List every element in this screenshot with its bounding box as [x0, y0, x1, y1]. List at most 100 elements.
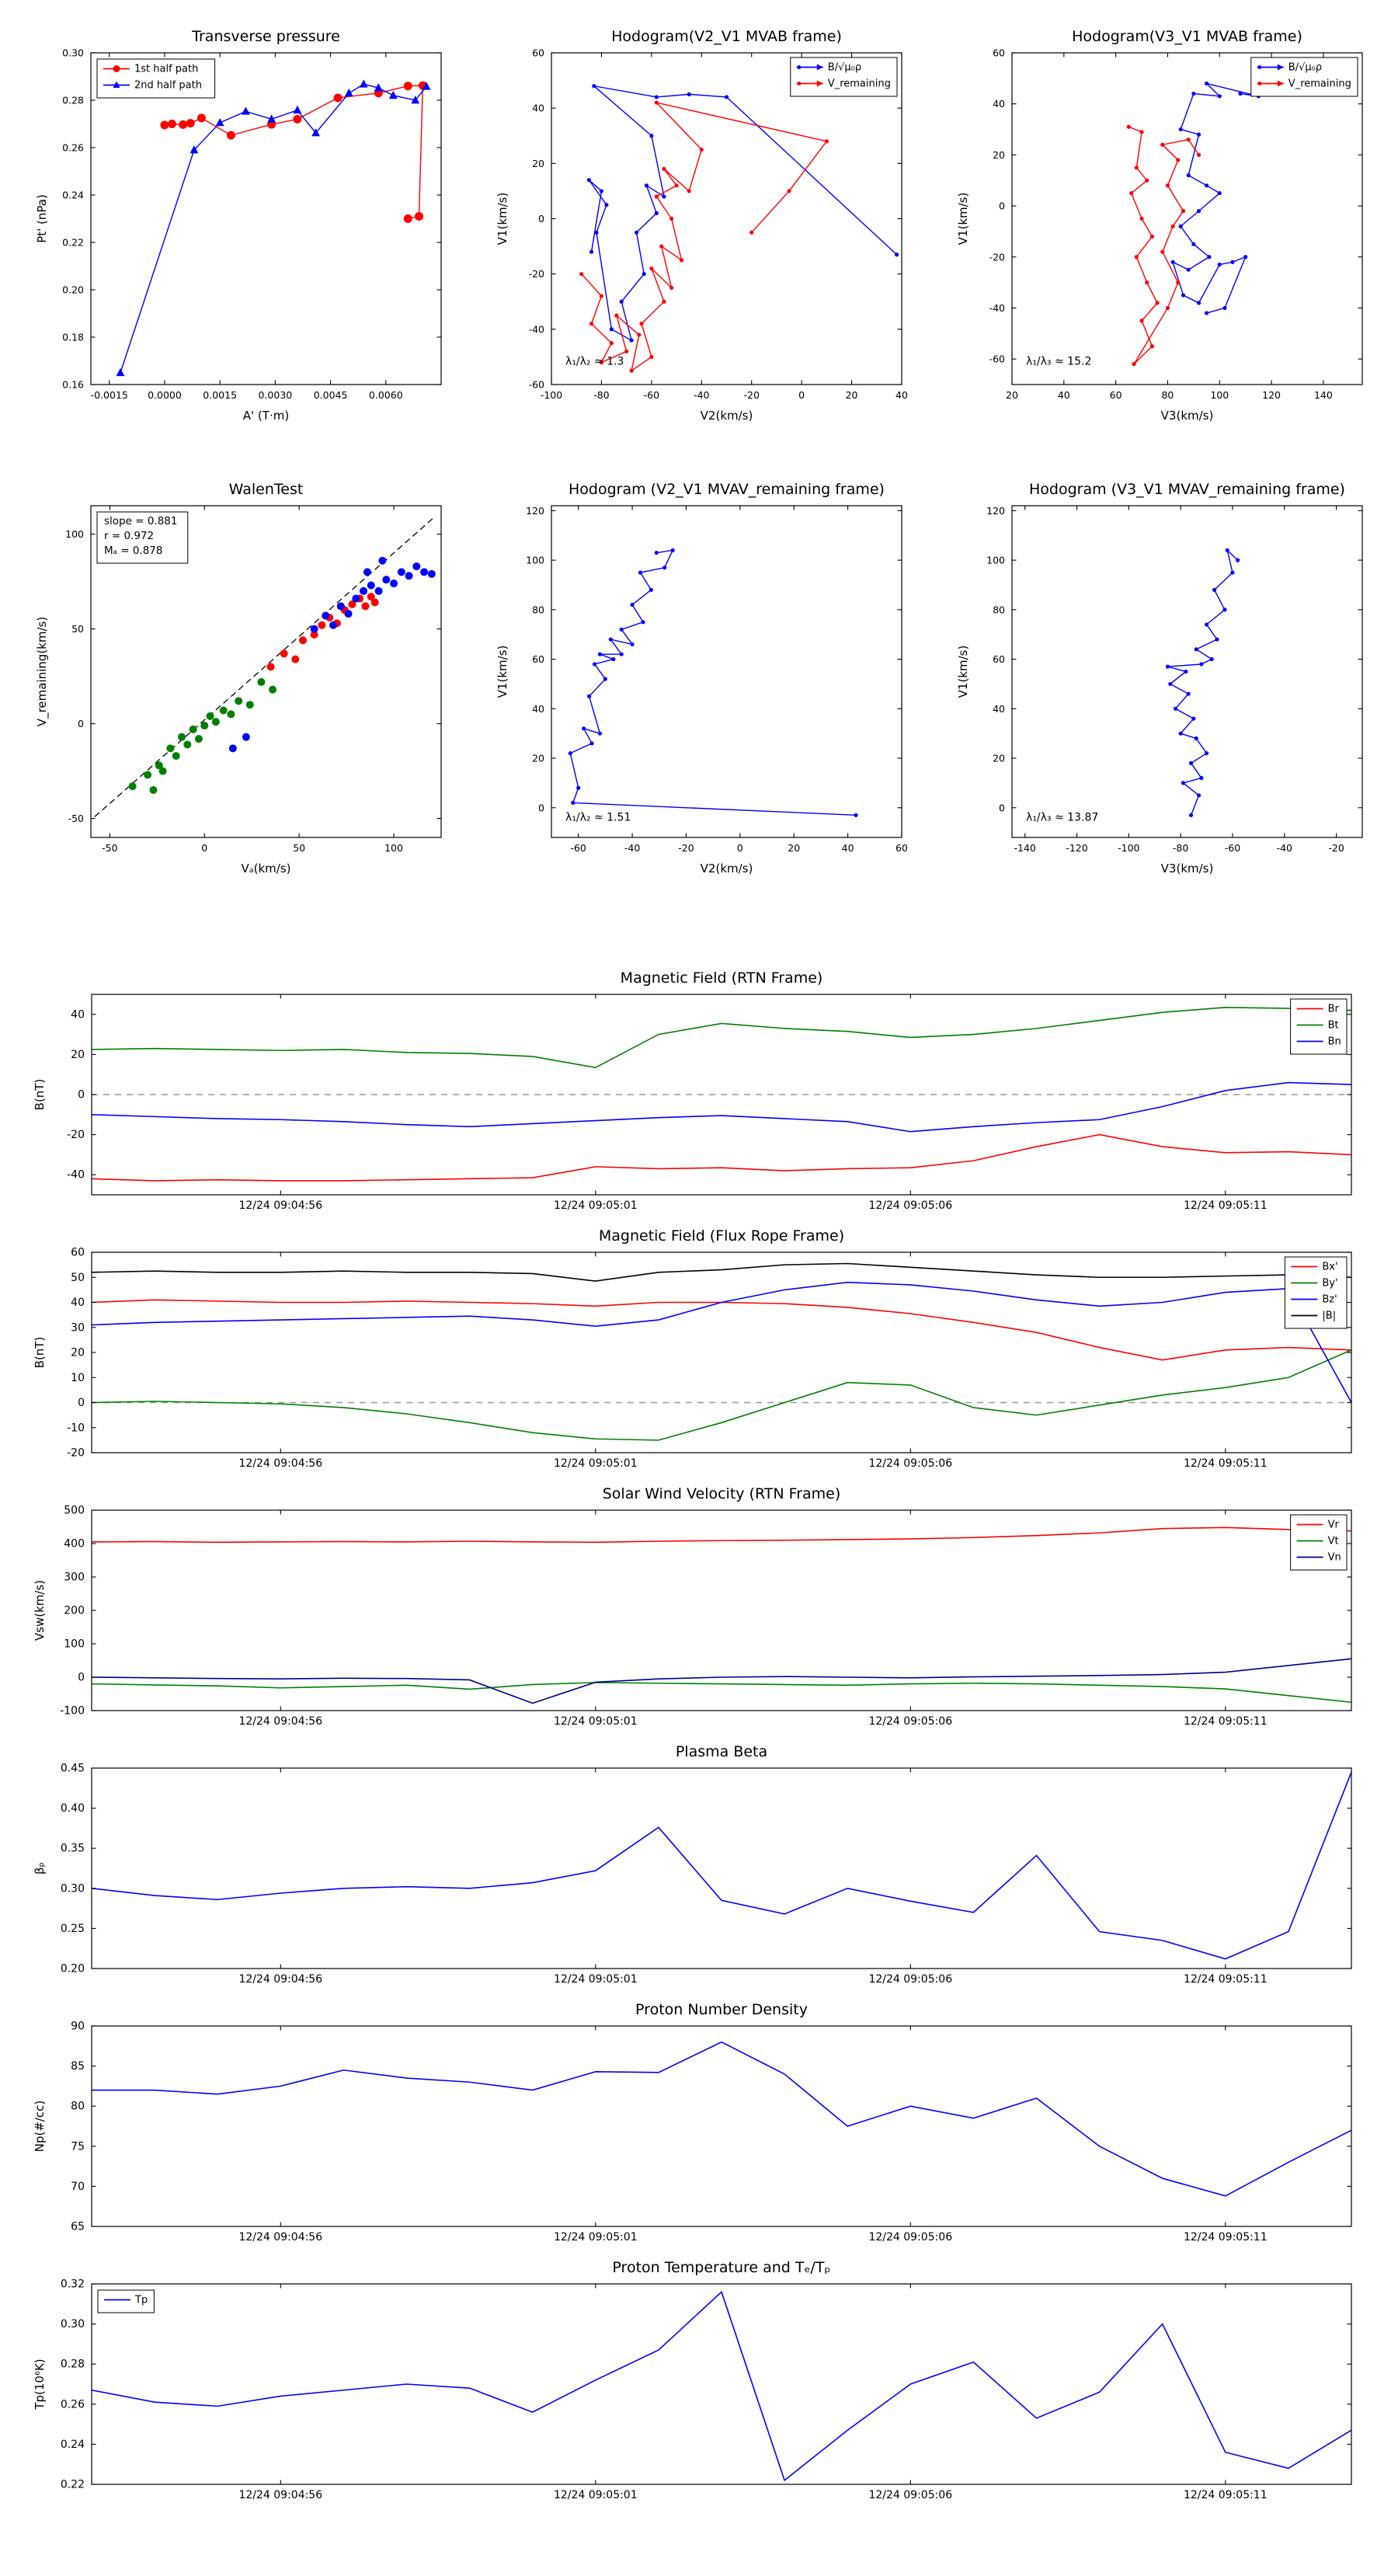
y-tick-label: 40 — [71, 1297, 85, 1309]
y-tick-label: 0 — [999, 802, 1005, 813]
x-tick-label: -20 — [678, 842, 694, 854]
y-tick-label: 0.22 — [61, 2479, 85, 2491]
axes-frame — [91, 1767, 1352, 1969]
chart-walen-test: -50 0 50 100 -50 0 50 100 WalenTest Vₐ(km/s) V_rem… — [35, 481, 442, 875]
y-tick-label: 20 — [71, 1347, 85, 1359]
y-tick-label: -60 — [528, 379, 544, 391]
x-axis-label: V2(km/s) — [700, 862, 753, 875]
y-tick-label: 120 — [526, 505, 544, 517]
y-tick-label: 0 — [78, 1397, 85, 1409]
annotation: λ₁/λ₃ ≈ 15.2 — [1026, 355, 1091, 367]
x-tick-label: 12/24 09:04:56 — [238, 1199, 322, 1212]
legend-label: By' — [1322, 1278, 1337, 1290]
series-V_remaining — [580, 101, 828, 372]
x-tick-label: 120 — [1262, 389, 1281, 401]
chart-title: Hodogram(V3_V1 MVAB frame) — [1072, 28, 1302, 45]
y-axis-label: V1(km/s) — [956, 646, 970, 698]
y-tick-label: 30 — [71, 1321, 85, 1334]
stats-line: r = 0.972 — [104, 530, 154, 542]
legend-label: Bz' — [1322, 1294, 1337, 1306]
stats-box — [96, 511, 188, 564]
x-tick-label: -80 — [1172, 842, 1188, 854]
legend-label: 2nd half path — [134, 80, 202, 92]
y-tick-label: 60 — [532, 47, 544, 59]
y-tick-label: 0.16 — [62, 379, 84, 391]
legend-label: Br — [1328, 1004, 1340, 1015]
y-tick-label: 90 — [71, 2021, 85, 2033]
series-fit-line — [93, 515, 436, 817]
x-tick-label: -20 — [1328, 842, 1344, 854]
x-axis-label: A' (T·m) — [242, 409, 288, 423]
chart-magnetic-field-flux-rope: 12/24 09:04:56 12/24 09:05:01 12/24 09:05:… — [33, 1227, 1352, 1470]
y-tick-label: 40 — [71, 1008, 85, 1021]
chart-magnetic-field-rtn: 12/24 09:04:56 12/24 09:05:01 12/24 09:05:… — [33, 969, 1352, 1212]
y-tick-label: -60 — [989, 353, 1004, 365]
x-tick-label: 12/24 09:05:06 — [868, 1973, 952, 1986]
y-tick-label: 20 — [532, 158, 544, 169]
x-tick-label: 12/24 09:05:11 — [1184, 1715, 1268, 1728]
legend-label: V_remaining — [827, 78, 890, 90]
y-tick-label: 20 — [993, 149, 1005, 161]
chart-title: Solar Wind Velocity (RTN Frame) — [603, 1485, 841, 1502]
x-tick-label: 0 — [736, 842, 742, 854]
x-tick-label: -80 — [593, 389, 609, 401]
y-axis-label: V_remaining(km/s) — [35, 617, 50, 726]
y-tick-label: -20 — [67, 1129, 85, 1141]
series-Vt — [91, 1682, 1352, 1704]
chart-title: Plasma Beta — [676, 1743, 767, 1760]
y-tick-label: 100 — [64, 1638, 85, 1651]
series-beta — [91, 1771, 1352, 1960]
legend-box — [1284, 1256, 1348, 1329]
x-tick-label: 12/24 09:05:01 — [554, 1457, 638, 1470]
y-tick-label: 0.26 — [62, 142, 84, 154]
x-tick-label: 12/24 09:05:11 — [1184, 2231, 1268, 2244]
chart-title: WalenTest — [228, 481, 303, 498]
x-tick-label: 12/24 09:04:56 — [238, 1973, 322, 1986]
x-tick-label: 60 — [895, 842, 908, 854]
chart-title: Magnetic Field (RTN Frame) — [621, 969, 823, 987]
chart-proton-temperature: 12/24 09:04:56 12/24 09:05:01 12/24 09:05:… — [33, 2259, 1352, 2501]
x-axis-label: V3(km/s) — [1160, 862, 1213, 875]
series-B — [588, 85, 897, 342]
legend-label: |B| — [1322, 1311, 1336, 1322]
y-tick-label: 40 — [993, 703, 1005, 715]
x-tick-label: 12/24 09:05:06 — [868, 2489, 952, 2501]
x-tick-label: -60 — [570, 842, 586, 854]
x-tick-label: 12/24 09:05:01 — [554, 2489, 638, 2501]
series-B — [1167, 548, 1238, 816]
chart-hodogram-v2v1-mvab: -100 -80 -60 -40 -20 0 20 40 -60 -40 -20 0 20 40 60 Hod… — [496, 28, 908, 423]
y-tick-label: -100 — [60, 1705, 85, 1718]
x-tick-label: -60 — [643, 389, 659, 401]
series-Bz' — [91, 1281, 1352, 1403]
series-By' — [91, 1349, 1352, 1441]
y-tick-label: 10 — [71, 1372, 85, 1384]
y-tick-label: 80 — [993, 604, 1005, 615]
x-tick-label: 12/24 09:05:06 — [868, 1199, 952, 1212]
legend-box — [789, 57, 897, 97]
chart-title: Transverse pressure — [191, 28, 340, 45]
y-tick-label: 0.24 — [61, 2438, 85, 2451]
y-axis-label: B(nT) — [33, 1337, 47, 1369]
x-tick-label: 50 — [293, 842, 305, 854]
x-tick-label: -120 — [1066, 842, 1087, 854]
y-tick-label: -50 — [68, 813, 83, 824]
chart-row-top: -0.0015 0.0000 0.0015 0.0030 0.0045 0.0060 0.1… — [0, 12, 1398, 436]
y-tick-label: 60 — [993, 653, 1005, 665]
annotation: λ₁/λ₂ ≈ 1.51 — [565, 812, 631, 824]
y-axis-label: Np(#/cc) — [33, 2101, 47, 2153]
annotation: λ₁/λ₂ ≈ 1.3 — [565, 355, 624, 367]
x-tick-label: 12/24 09:04:56 — [238, 2231, 322, 2244]
legend-label: Bx' — [1322, 1262, 1337, 1273]
y-tick-label: 0.32 — [61, 2278, 85, 2291]
x-axis-label: Vₐ(km/s) — [241, 862, 290, 875]
x-axis-label: V2(km/s) — [700, 409, 753, 423]
x-tick-label: 0.0060 — [368, 389, 402, 401]
x-tick-label: 0 — [798, 389, 805, 401]
legend-label: 1st half path — [134, 64, 198, 75]
x-tick-label: 0 — [201, 842, 207, 854]
series-Tp — [91, 2290, 1352, 2482]
series-Bx' — [91, 1299, 1352, 1361]
axes-frame — [89, 52, 442, 385]
y-tick-label: 100 — [526, 555, 544, 566]
axes-frame — [1010, 52, 1363, 385]
